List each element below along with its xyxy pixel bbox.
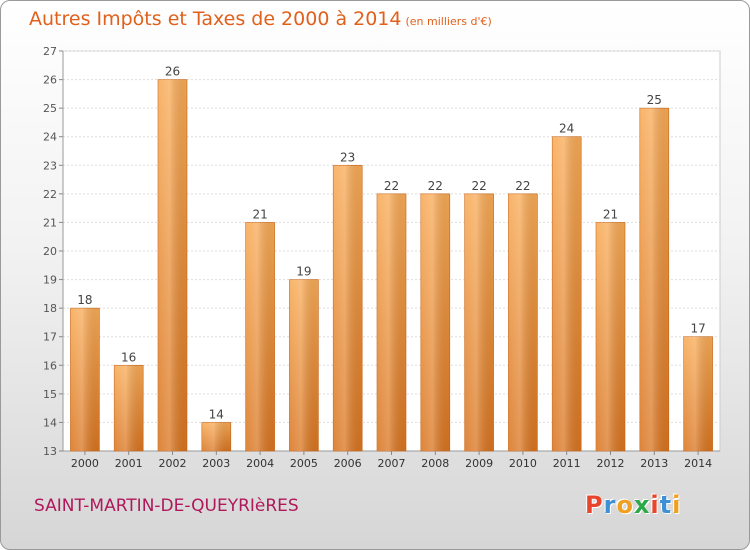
x-tick-label: 2005 [290,457,318,470]
x-tick-label: 2011 [553,457,581,470]
y-tick-label: 15 [43,388,57,401]
x-tick-label: 2007 [378,457,406,470]
logo-letter: x [633,491,651,519]
bar-value-label: 26 [165,65,180,79]
bar-highlight [377,193,406,451]
bar-value-label: 17 [690,322,705,336]
logo-letter: t [659,491,673,519]
bar-value-label: 25 [647,93,662,107]
bar-highlight [552,136,582,451]
y-tick-label: 20 [43,245,57,258]
bar-value-label: 16 [121,350,136,364]
x-tick-label: 2002 [159,457,187,470]
bar-highlight [508,193,538,451]
x-tick-label: 2006 [334,457,362,470]
bar-value-label: 23 [340,150,355,164]
logo-letter: i [672,491,682,519]
bar-highlight [420,193,450,451]
bar-value-label: 22 [384,179,399,193]
x-tick-label: 2010 [509,457,537,470]
y-tick-label: 19 [43,274,57,287]
bar-value-label: 22 [471,179,486,193]
y-tick-label: 22 [43,188,57,201]
bar-highlight [245,222,275,451]
chart-title: Autres Impôts et Taxes de 2000 à 2014 (en… [29,8,492,30]
chart-unit-label: (en milliers d'€) [405,15,492,28]
city-name: SAINT-MARTIN-DE-QUEYRIèRES [34,496,299,516]
y-tick-label: 16 [43,359,57,372]
logo-letter: i [650,491,660,519]
chart-title-text: Autres Impôts et Taxes de 2000 à 2014 [29,8,402,30]
y-tick-label: 18 [43,302,57,315]
bar-highlight [289,279,319,451]
bar-value-label: 24 [559,122,574,136]
proxiti-logo: Proxiti [585,491,681,519]
bar-value-label: 18 [77,293,92,307]
x-tick-label: 2001 [115,457,143,470]
y-tick-label: 13 [43,445,57,458]
y-tick-label: 25 [43,102,57,115]
y-tick-label: 24 [43,131,57,144]
logo-letter: r [603,491,617,519]
y-tick-label: 21 [43,216,57,229]
x-tick-label: 2012 [597,457,625,470]
bar-value-label: 21 [603,207,618,221]
y-tick-label: 17 [43,331,57,344]
x-tick-label: 2008 [421,457,449,470]
bar-highlight [158,79,187,452]
x-tick-label: 2013 [640,457,668,470]
x-tick-label: 2014 [684,457,712,470]
x-tick-label: 2000 [71,457,99,470]
bar-highlight [596,222,625,451]
x-tick-label: 2003 [202,457,230,470]
bar-highlight [70,308,100,451]
logo-letter: P [585,491,604,519]
bar-value-label: 14 [209,407,224,421]
bar-highlight [114,365,144,451]
bar-highlight [639,108,669,452]
bar-highlight [201,422,231,451]
bar-value-label: 19 [296,265,311,279]
y-tick-label: 23 [43,159,57,172]
y-tick-label: 26 [43,74,57,87]
x-tick-label: 2004 [246,457,274,470]
y-tick-label: 27 [43,45,57,58]
bar-value-label: 22 [428,179,443,193]
bar-highlight [683,336,713,451]
bar-value-label: 21 [252,207,267,221]
bar-highlight [333,165,363,452]
bar-value-label: 22 [515,179,530,193]
x-tick-label: 2009 [465,457,493,470]
logo-letter: o [616,491,634,519]
bar-highlight [464,193,494,451]
y-tick-label: 14 [43,416,57,429]
